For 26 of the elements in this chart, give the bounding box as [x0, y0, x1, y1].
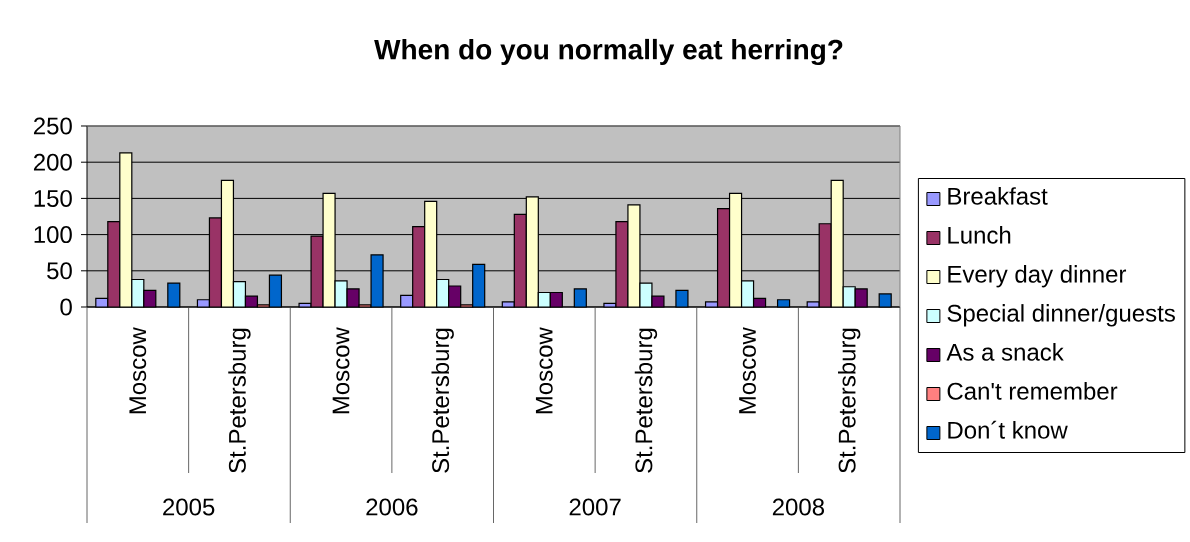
- x-tick-label: St.Petersburg: [228, 328, 251, 473]
- chart-title: When do you normally eat herring?: [374, 38, 843, 66]
- legend-label: Breakfast: [948, 187, 1048, 205]
- x-tick-label: Moscow: [129, 327, 147, 414]
- x-tick-label: St.Petersburg: [838, 328, 861, 473]
- legend-label: Lunch: [948, 226, 1011, 244]
- legend-label: As a snack: [946, 343, 1064, 361]
- legend-label: Can't remember: [947, 382, 1118, 400]
- legend-label: Every day dinner: [948, 265, 1127, 288]
- y-tick-label: 200: [33, 153, 72, 171]
- legend-label: Don´t know: [948, 420, 1068, 439]
- y-tick-label: 150: [34, 189, 72, 207]
- x-tick-label: Moscow: [332, 327, 350, 414]
- x-tick-label: Moscow: [739, 327, 756, 414]
- text: 2006: [366, 498, 418, 516]
- y-tick-label: 250: [33, 117, 72, 135]
- legend-label: Special dinner/guests: [947, 304, 1175, 327]
- y-tick-label: 100: [34, 226, 72, 244]
- text: 2005: [163, 498, 215, 516]
- x-tick-label: Moscow: [535, 327, 553, 414]
- y-tick-label: 0: [60, 298, 72, 316]
- x-tick-label: St.Petersburg: [634, 328, 658, 473]
- x-tick-label: St.Petersburg: [431, 328, 454, 473]
- text: 2007: [569, 498, 621, 516]
- y-tick-label: 50: [47, 262, 72, 280]
- text: 2008: [772, 498, 825, 516]
